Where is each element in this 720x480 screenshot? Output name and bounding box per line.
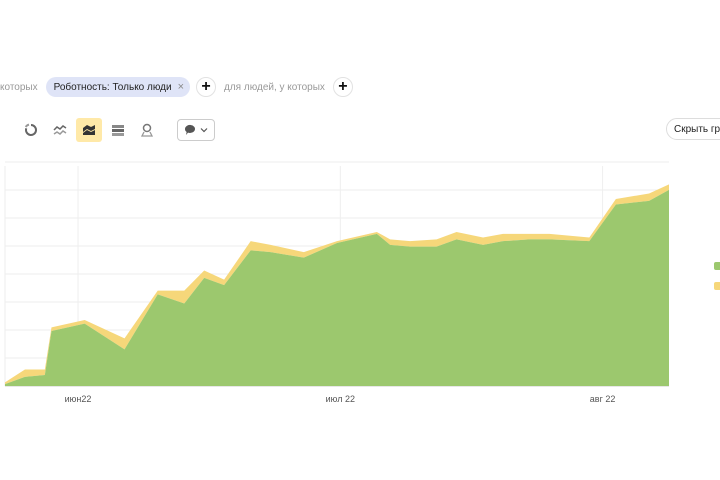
legend-checkbox-yellow[interactable] [714, 282, 720, 290]
series-area-green [5, 189, 669, 386]
visits-area-chart: июн22 июл 22 авг 22 [4, 161, 669, 404]
chart-type-pie-button[interactable] [18, 118, 44, 142]
chart-type-map-button[interactable] [134, 118, 160, 142]
stacked-area-icon [83, 125, 95, 135]
robot-filter-label: Роботность: Только люди [53, 81, 172, 93]
speech-bubble-icon [184, 124, 195, 135]
chart-type-toolbar [18, 118, 215, 142]
people-condition-text: для людей, у которых [224, 81, 325, 93]
line-chart-icon [53, 125, 67, 135]
legend-checkbox-green[interactable] [714, 262, 720, 270]
chevron-down-icon [200, 128, 208, 133]
bar-chart-icon [112, 125, 124, 136]
comments-dropdown[interactable] [177, 119, 215, 141]
close-icon[interactable]: × [177, 80, 184, 93]
x-tick-label: авг 22 [590, 394, 616, 404]
x-tick-label: июн22 [65, 394, 92, 404]
pie-chart-icon [24, 123, 37, 136]
series-area-yellow [5, 184, 669, 385]
chart-type-bar-button[interactable] [105, 118, 131, 142]
hide-chart-button[interactable]: Скрыть гр [666, 118, 720, 140]
robot-filter-chip[interactable]: Роботность: Только люди × [45, 77, 190, 97]
add-segment-button[interactable]: + [196, 77, 216, 97]
chart-type-line-button[interactable] [47, 118, 73, 142]
chart-type-stacked-area-button[interactable] [76, 118, 102, 142]
x-tick-label: июл 22 [326, 394, 355, 404]
segment-filter-row: которых Роботность: Только люди × + для … [0, 76, 361, 98]
map-pin-icon [140, 123, 154, 137]
add-people-condition-button[interactable]: + [332, 77, 353, 97]
segment-prefix-text: которых [0, 81, 38, 93]
